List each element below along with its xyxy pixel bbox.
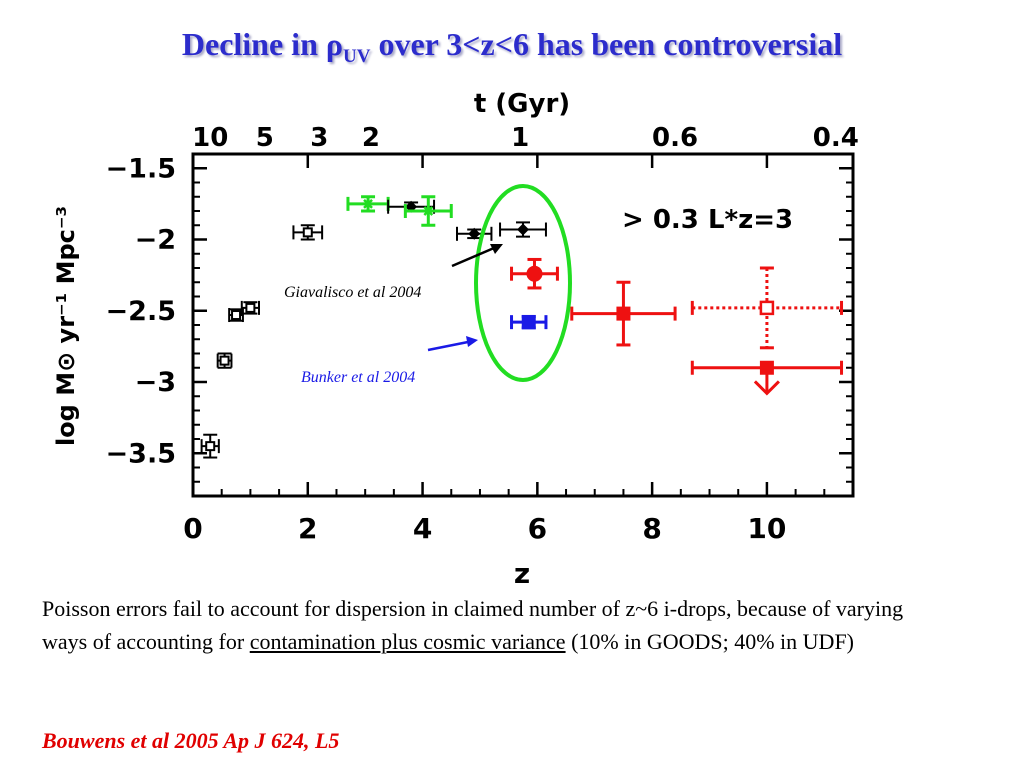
y-tick-marks: −1.5 −2 −2.5 −3 −3.5 — [106, 153, 853, 483]
marker — [302, 227, 313, 238]
marker — [759, 360, 774, 375]
data-point — [570, 280, 677, 347]
data-points — [200, 195, 844, 459]
giavalisco-label: Giavalisco et al 2004 — [284, 284, 422, 301]
bunker-arrow — [427, 336, 478, 352]
marker — [231, 310, 242, 321]
data-point — [403, 195, 453, 227]
x-tick-label: 4 — [413, 512, 432, 545]
title-subscript: UV — [342, 46, 371, 67]
top-tick-label: 0.4 — [813, 123, 859, 153]
top-tick-label: 10 — [192, 123, 228, 153]
data-point — [292, 224, 324, 241]
x-tick-label: 0 — [183, 512, 202, 545]
y-axis-label: log M⊙ yr⁻¹ Mpc⁻³ — [52, 206, 80, 446]
luminosity-threshold-label: > 0.3 L*z=3 — [622, 205, 793, 235]
top-tick-label: 5 — [256, 123, 274, 153]
marker — [205, 441, 216, 452]
caption-underlined: contamination plus cosmic variance — [249, 629, 566, 654]
marker — [219, 355, 230, 366]
top-tick-label: 0.6 — [652, 123, 698, 153]
x-axis-label: z — [514, 557, 530, 590]
data-point — [456, 226, 493, 241]
caption-part2: (10% in GOODS; 40% in UDF) — [565, 629, 855, 654]
sfr-density-chart: 0 2 4 6 8 10 −1.5−2−2.5−3−3.5 10 5 3 2 1 0.6 0.4 z … — [52, 89, 859, 590]
top-tick-label: 2 — [362, 123, 380, 153]
data-point — [346, 195, 390, 213]
citation: Bouwens et al 2005 Ap J 624, L5 — [42, 728, 340, 753]
x-tick-label: 2 — [298, 512, 317, 545]
y-tick-label: −1.5 — [106, 153, 176, 184]
marker — [521, 315, 536, 330]
data-point — [690, 360, 844, 396]
data-point — [216, 352, 233, 369]
marker — [423, 206, 434, 216]
top-tick-label: 1 — [511, 123, 529, 153]
marker — [245, 302, 256, 313]
y-tick-label: −3.5 — [106, 438, 176, 469]
y-tick-label: −2 — [135, 225, 176, 256]
data-point — [200, 433, 220, 459]
highlight-ellipse — [474, 184, 572, 382]
data-point — [240, 300, 260, 315]
x-tick-label: 8 — [642, 512, 661, 545]
y-tick-label: −2.5 — [106, 296, 176, 327]
bunker-label: Bunker et al 2004 — [301, 369, 416, 386]
marker — [517, 223, 529, 236]
giavalisco-arrow — [451, 244, 503, 268]
title-part2: over 3<z<6 has been controversial — [370, 26, 843, 62]
data-point — [510, 314, 548, 330]
marker — [759, 300, 775, 316]
title-rho: ρ — [325, 26, 343, 62]
caption-paragraph: Poisson errors fail to account for dispe… — [42, 592, 942, 658]
top-tick-label: 3 — [310, 123, 328, 153]
marker — [363, 198, 373, 209]
data-point — [690, 266, 844, 350]
x-tick-label: 6 — [528, 512, 547, 545]
upper-limit-arrowhead — [753, 380, 780, 396]
marker — [616, 306, 631, 321]
x-tick-label: 10 — [747, 512, 786, 545]
x-tick-marks: 0 2 4 6 8 10 — [183, 154, 826, 545]
data-point — [499, 221, 547, 238]
marker — [526, 265, 543, 282]
data-point — [510, 257, 559, 290]
slide-title: Decline in ρUV over 3<z<6 has been contr… — [0, 26, 1024, 68]
title-part1: Decline in — [181, 26, 326, 62]
data-point — [228, 308, 244, 323]
caption-part1: Poisson errors fail to account for dispe… — [42, 596, 904, 654]
y-tick-label: −3 — [135, 367, 176, 398]
marker — [468, 227, 481, 240]
top-axis-label: t (Gyr) — [474, 89, 570, 119]
top-tick-marks: 10 5 3 2 1 0.6 0.4 — [192, 123, 859, 153]
